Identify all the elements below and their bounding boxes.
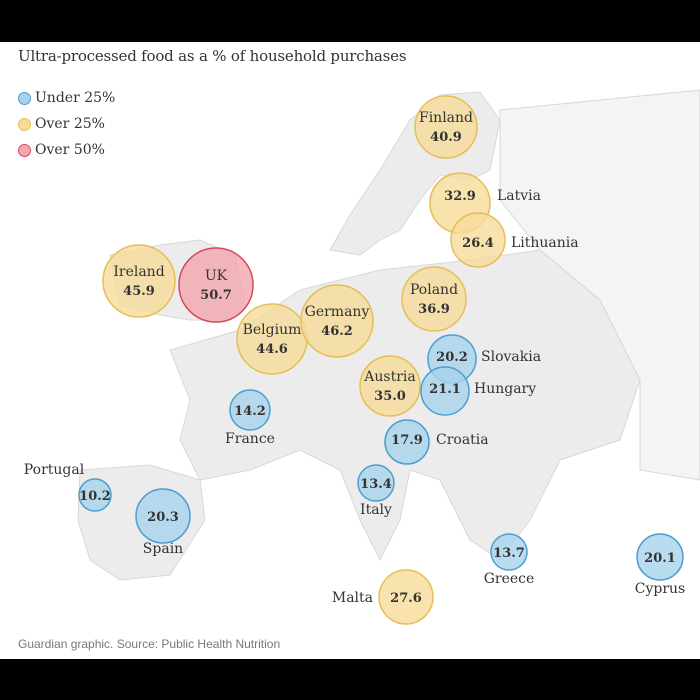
label-portugal: Portugal (24, 462, 85, 478)
value-spain: 20.3 (147, 510, 179, 525)
value-poland: 36.9 (418, 302, 450, 317)
bubble-finland (414, 95, 478, 159)
bubble-germany (300, 284, 374, 358)
bubble-portugal (78, 478, 112, 512)
value-malta: 27.6 (390, 591, 422, 606)
value-slovakia: 20.2 (436, 350, 468, 365)
label-greece: Greece (484, 571, 535, 587)
label-ireland: Ireland (113, 264, 164, 280)
chart-title: Ultra-processed food as a % of household… (18, 47, 407, 65)
value-germany: 46.2 (321, 324, 353, 339)
bubble-france (229, 389, 271, 431)
legend-label: Over 50% (35, 142, 105, 158)
bubble-belgium (236, 303, 308, 375)
legend-swatch-red (18, 143, 31, 157)
bubble-lithuania (450, 212, 506, 268)
label-austria: Austria (363, 369, 415, 385)
value-greece: 13.7 (493, 546, 525, 561)
value-uk: 50.7 (200, 288, 232, 303)
legend-label: Over 25% (35, 116, 105, 132)
value-italy: 13.4 (360, 477, 392, 492)
bubble-ireland (102, 244, 176, 318)
label-slovakia: Slovakia (481, 349, 541, 365)
label-france: France (225, 431, 275, 447)
country-bubbles: 40.9 Finland 32.9 Latvia 26.4 Lithuania 45.9 Ir… (24, 95, 685, 625)
value-belgium: 44.6 (256, 342, 288, 357)
bubble-greece (490, 533, 528, 571)
label-spain: Spain (143, 541, 183, 557)
value-austria: 35.0 (374, 389, 406, 404)
bubble-italy (357, 464, 395, 502)
value-hungary: 21.1 (429, 382, 461, 397)
label-malta: Malta (332, 590, 373, 606)
bubble-poland (401, 266, 467, 332)
legend-item-over25: Over 25% (18, 116, 105, 132)
label-poland: Poland (410, 282, 458, 298)
bubble-malta (378, 569, 434, 625)
label-uk: UK (205, 268, 228, 284)
label-germany: Germany (305, 304, 370, 320)
label-italy: Italy (360, 502, 392, 518)
value-portugal: 10.2 (79, 489, 111, 504)
label-cyprus: Cyprus (635, 581, 685, 597)
label-latvia: Latvia (497, 188, 541, 204)
eastern-land-hatched (499, 89, 700, 481)
bubble-hungary (420, 366, 470, 416)
value-latvia: 32.9 (444, 189, 476, 204)
source-note: Guardian graphic. Source: Public Health … (18, 637, 281, 651)
label-croatia: Croatia (436, 432, 489, 448)
label-belgium: Belgium (243, 322, 302, 338)
legend-swatch-yellow (18, 117, 31, 131)
legend-swatch-blue (18, 91, 31, 105)
legend-item-under25: Under 25% (18, 90, 115, 106)
value-cyprus: 20.1 (644, 551, 676, 566)
label-lithuania: Lithuania (511, 235, 579, 251)
legend-item-over50: Over 50% (18, 142, 105, 158)
value-lithuania: 26.4 (462, 236, 494, 251)
value-finland: 40.9 (430, 130, 462, 145)
bubble-croatia (384, 419, 430, 465)
bubble-cyprus (636, 533, 684, 581)
bubble-austria (359, 355, 421, 417)
bubble-uk (178, 247, 254, 323)
legend-label: Under 25% (35, 90, 116, 106)
label-finland: Finland (419, 110, 473, 126)
value-ireland: 45.9 (123, 284, 155, 299)
bubble-spain (135, 488, 191, 544)
value-france: 14.2 (234, 404, 266, 419)
value-croatia: 17.9 (391, 433, 423, 448)
label-hungary: Hungary (474, 381, 536, 397)
